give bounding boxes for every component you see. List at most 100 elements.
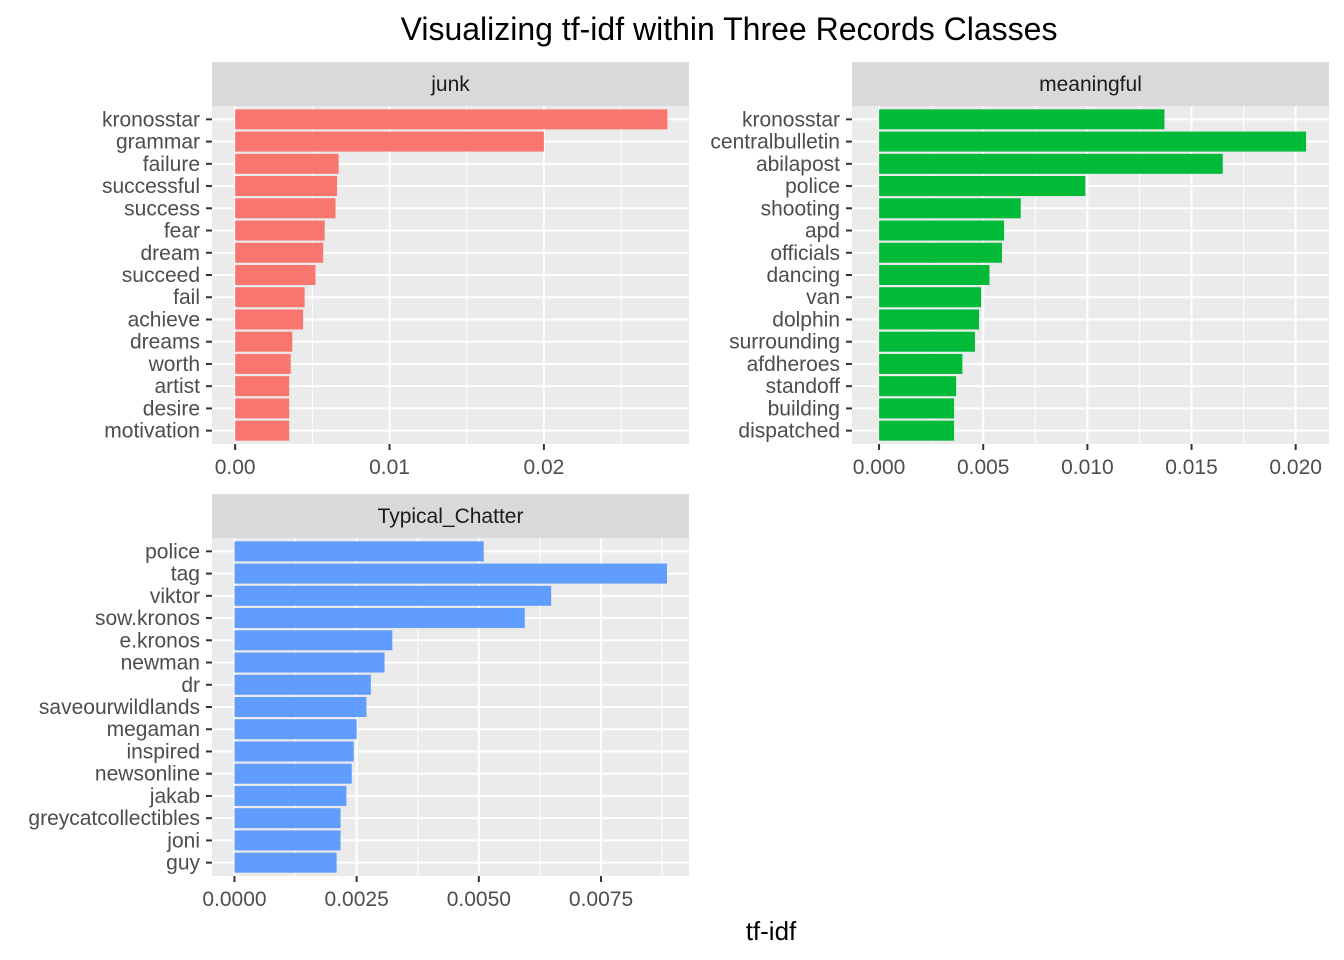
bar-kronosstar — [235, 109, 668, 130]
bar-police — [879, 176, 1086, 197]
bar-dream — [235, 242, 324, 263]
category-label: building — [768, 397, 840, 420]
category-label: sow.kronos — [95, 607, 200, 630]
bar-officials — [879, 242, 1002, 263]
bar-grammar — [235, 131, 544, 152]
x-tick-label: 0.01 — [369, 456, 410, 479]
category-label: police — [145, 540, 200, 563]
category-label: viktor — [150, 585, 200, 608]
category-label: officials — [770, 242, 840, 265]
category-label: failure — [143, 153, 200, 176]
bar-dolphin — [879, 309, 980, 330]
category-label: dolphin — [772, 308, 840, 331]
category-label: newsonline — [95, 763, 200, 786]
bar-achieve — [235, 309, 304, 330]
bar-viktor — [234, 585, 552, 606]
category-label: worth — [148, 353, 200, 376]
category-label: fear — [164, 220, 200, 243]
category-label: artist — [154, 375, 200, 398]
x-tick-label: 0.0075 — [569, 888, 633, 911]
strip-label: Typical_Chatter — [378, 505, 524, 528]
bar-standoff — [879, 376, 957, 397]
category-label: achieve — [128, 308, 200, 331]
bar-centralbulletin — [879, 131, 1307, 152]
x-tick-label: 0.020 — [1269, 456, 1322, 479]
category-label: standoff — [766, 375, 841, 398]
bar-dr — [234, 674, 371, 695]
bar-inspired — [234, 741, 354, 762]
bar-newman — [234, 652, 385, 673]
bar-artist — [235, 376, 290, 397]
category-label: dr — [181, 674, 200, 697]
bar-fear — [235, 220, 325, 241]
bar-desire — [235, 398, 290, 419]
bar-success — [235, 198, 336, 219]
x-tick-label: 0.0025 — [325, 888, 389, 911]
bar-e.kronos — [234, 630, 393, 651]
bar-jakab — [234, 785, 347, 806]
bar-abilapost — [879, 153, 1223, 174]
strip-meaningful — [852, 62, 1329, 106]
category-label: dancing — [766, 264, 840, 287]
category-label: motivation — [104, 420, 200, 443]
category-label: centralbulletin — [710, 131, 840, 154]
bar-saveourwildlands — [234, 696, 367, 718]
x-tick-label: 0.0000 — [202, 888, 266, 911]
category-label: tag — [171, 563, 200, 586]
category-label: succeed — [122, 264, 200, 287]
x-tick-label: 0.000 — [853, 456, 906, 479]
bar-shooting — [879, 198, 1021, 219]
strip-junk — [212, 62, 689, 106]
strip-label: meaningful — [1039, 73, 1142, 96]
bar-tag — [234, 563, 668, 584]
category-label: greycatcollectibles — [28, 807, 200, 830]
category-label: megaman — [107, 718, 200, 741]
category-label: afdheroes — [747, 353, 840, 376]
chart-title: Visualizing tf-idf within Three Records … — [401, 11, 1058, 47]
category-label: guy — [166, 852, 200, 875]
category-label: desire — [143, 397, 200, 420]
bar-motivation — [235, 420, 290, 441]
category-label: saveourwildlands — [39, 696, 200, 719]
bar-van — [879, 287, 982, 308]
bar-building — [879, 398, 955, 419]
category-label: jakab — [149, 785, 200, 808]
bar-newsonline — [234, 763, 352, 784]
bar-dancing — [879, 264, 990, 286]
category-label: fail — [173, 286, 200, 309]
bar-failure — [235, 153, 339, 174]
x-tick-label: 0.00 — [215, 456, 256, 479]
bar-police — [234, 541, 484, 562]
bar-greycatcollectibles — [234, 808, 341, 829]
strip-label: junk — [430, 73, 470, 96]
category-label: dispatched — [738, 420, 840, 443]
bar-megaman — [234, 719, 357, 740]
category-label: joni — [166, 829, 200, 852]
category-label: van — [806, 286, 840, 309]
category-label: dream — [140, 242, 200, 265]
bar-dreams — [235, 331, 293, 352]
bar-afdheroes — [879, 353, 963, 374]
category-label: successful — [102, 175, 200, 198]
category-label: surrounding — [729, 331, 840, 354]
category-label: apd — [805, 220, 840, 243]
category-label: e.kronos — [119, 629, 200, 652]
bar-kronosstar — [879, 109, 1165, 130]
category-label: inspired — [126, 740, 200, 763]
bar-successful — [235, 176, 338, 197]
category-label: newman — [121, 652, 200, 675]
bar-surrounding — [879, 331, 975, 352]
bar-fail — [235, 287, 305, 308]
panel-Typical_Chatter: Typical_Chatterpolicetagviktorsow.kronos… — [28, 494, 689, 911]
x-tick-label: 0.02 — [523, 456, 564, 479]
category-label: grammar — [116, 131, 200, 154]
x-tick-label: 0.0050 — [447, 888, 511, 911]
bar-sow.kronos — [234, 608, 525, 629]
bar-guy — [234, 852, 337, 873]
bar-dispatched — [879, 420, 955, 441]
bar-joni — [234, 830, 341, 851]
bar-succeed — [235, 264, 316, 286]
x-axis-label: tf-idf — [746, 916, 797, 946]
category-label: kronosstar — [102, 108, 200, 131]
